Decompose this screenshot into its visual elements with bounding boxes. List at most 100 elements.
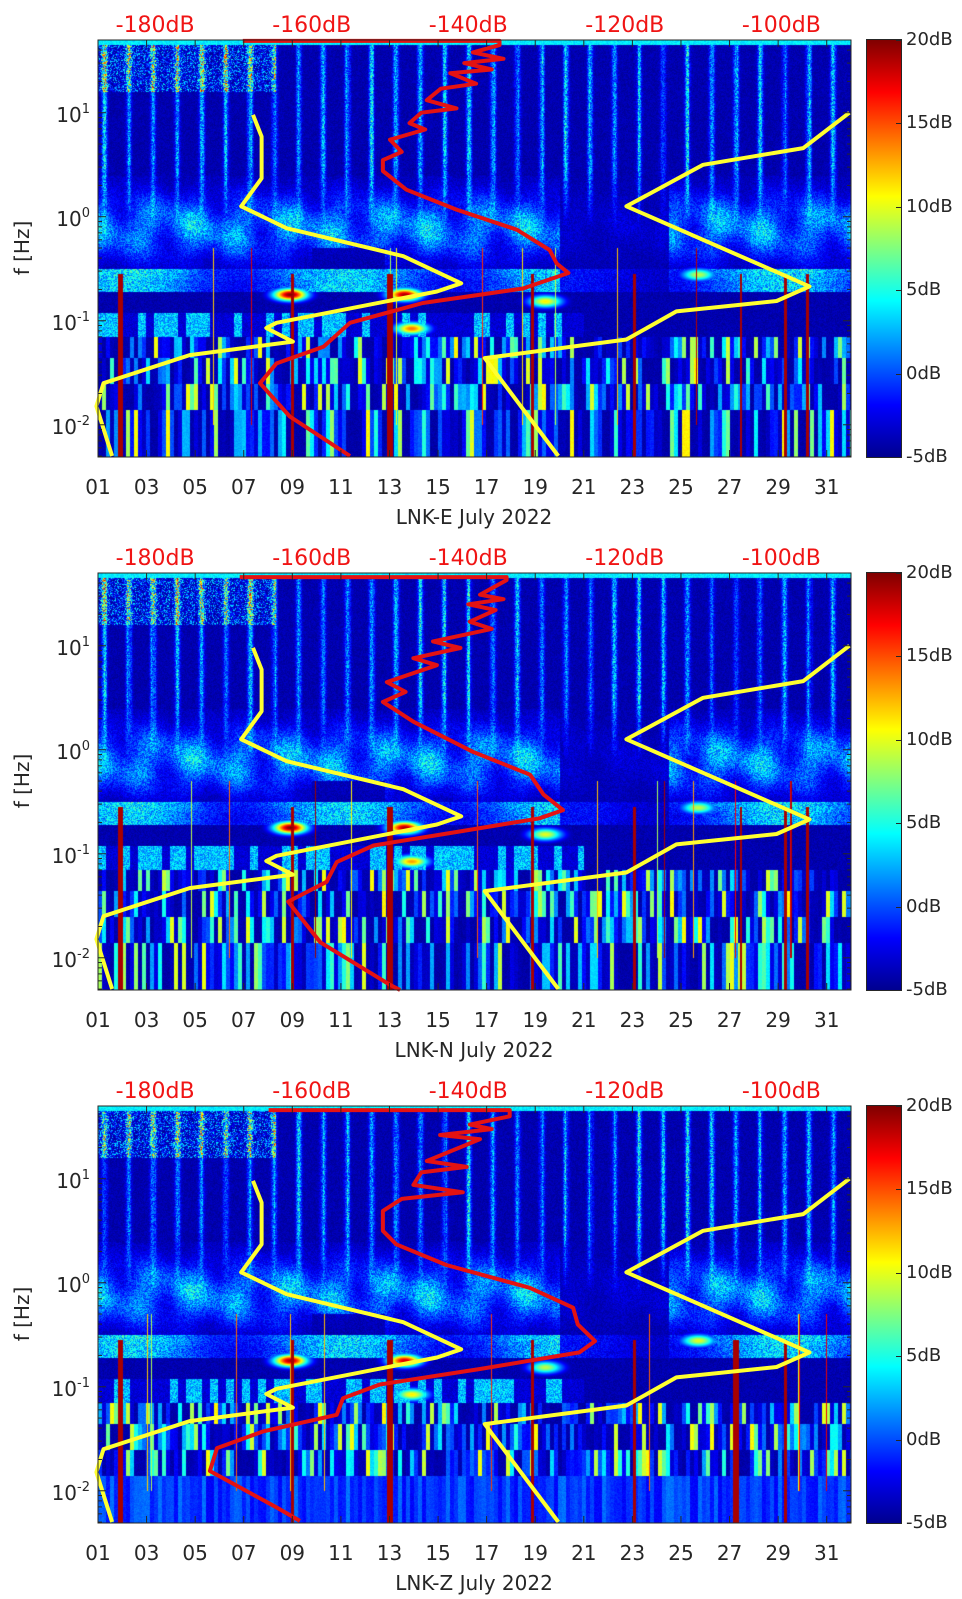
x-tick-label: 27 [716, 1008, 743, 1032]
x-tick-label: 11 [328, 1008, 354, 1032]
colorbar-tick [896, 823, 901, 825]
x-tick-label: 01 [85, 1541, 111, 1565]
colorbar-tick [896, 1523, 901, 1524]
x-tick-label: 31 [813, 1541, 840, 1565]
colorbar-label: -5dB [906, 979, 948, 1000]
colorbar-label: -5dB [906, 1512, 948, 1533]
y-tick-base: 10 [56, 102, 82, 127]
colorbar-tick [896, 1106, 901, 1107]
colorbar-tick [896, 40, 901, 41]
y-tick-base: 10 [51, 414, 78, 439]
x-tick-label: 19 [522, 1008, 548, 1032]
top-db-label: -100dB [741, 13, 821, 38]
y-tick-label: 10-2 [51, 1480, 90, 1505]
top-db-label: -100dB [741, 546, 821, 571]
top-db-label: -140dB [428, 546, 508, 571]
top-db-label: -160dB [272, 1079, 352, 1104]
plot-area [94, 38, 852, 458]
y-axis-label: f [Hz] [10, 753, 34, 809]
y-tick-exponent: 0 [81, 205, 90, 221]
colorbar-label: 10dB [906, 1261, 953, 1283]
y-tick-exponent: -2 [77, 413, 90, 429]
top-db-label: -180dB [115, 13, 195, 38]
top-db-label: -120dB [585, 1079, 665, 1104]
x-tick-label: 11 [328, 475, 354, 499]
x-tick-label: 13 [376, 1008, 403, 1032]
y-tick-label: 10-2 [51, 413, 90, 439]
colorbar-label: 5dB [906, 812, 942, 834]
x-tick-label: 23 [619, 475, 646, 499]
y-tick-label: 101 [56, 102, 90, 127]
top-db-label: -160dB [272, 546, 352, 571]
y-tick-exponent: -2 [77, 946, 90, 962]
colorbar-label: 20dB [906, 29, 953, 50]
x-tick-label: 19 [522, 1541, 548, 1565]
y-tick-base: 10 [51, 1480, 78, 1505]
y-tick-label: 10-1 [51, 310, 90, 335]
yellow-low-noise-model-curve [94, 647, 464, 990]
x-tick-label: 15 [425, 1008, 451, 1032]
colorbar-label: 0dB [906, 895, 942, 917]
y-tick-base: 10 [56, 739, 82, 764]
y-tick-base: 10 [51, 843, 78, 868]
y-tick-label: 10-2 [52, 946, 90, 970]
x-tick-label: 29 [765, 475, 791, 499]
x-tick-label: 13 [376, 475, 403, 499]
x-tick-label: 25 [668, 1541, 694, 1565]
y-tick-exponent: 0 [81, 1271, 90, 1287]
x-tick-label: 29 [765, 1541, 791, 1565]
x-tick-label: 11 [328, 1541, 354, 1565]
colorbar-tick [896, 1189, 901, 1191]
top-db-label: -100dB [741, 1079, 821, 1104]
x-tick-label: 07 [231, 475, 257, 499]
top-db-label: -140dB [428, 13, 508, 38]
y-tick-exponent: -1 [77, 842, 90, 858]
y-tick-label: 101 [56, 1168, 90, 1193]
x-tick-label: 13 [376, 1541, 403, 1565]
colorbar-tick [896, 906, 901, 908]
x-tick-label: 03 [133, 1008, 160, 1032]
colorbar-label: 0dB [906, 1428, 942, 1450]
colorbar-tick [896, 656, 901, 658]
x-tick-label: 09 [279, 475, 306, 499]
x-tick-label: 07 [231, 1541, 257, 1565]
x-tick-label: 21 [571, 1008, 597, 1032]
colorbar-tick [896, 457, 901, 458]
x-tick-label: 05 [182, 1008, 208, 1032]
colorbar-label: 20dB [906, 562, 953, 583]
curves-and-axes [94, 572, 852, 992]
x-tick-label: 09 [279, 1541, 306, 1565]
y-tick-exponent: -1 [77, 1375, 90, 1391]
x-tick-label: 21 [571, 475, 597, 499]
spectrogram-panel-n: f [Hz] LNK-N July 2022 01 03 05 07 09 11 13 15 1… [0, 533, 962, 1066]
x-tick-label: 05 [182, 475, 208, 499]
colorbar-tick [896, 290, 901, 292]
colorbar-label: 15dB [906, 112, 953, 134]
x-tick-label: 27 [716, 475, 743, 499]
x-tick-label: 21 [571, 1541, 597, 1565]
y-tick-label: 100 [56, 205, 90, 231]
axes-box [97, 39, 852, 458]
x-tick-label: 23 [619, 1008, 646, 1032]
x-tick-label: 03 [133, 1541, 160, 1565]
y-tick-label: 101 [56, 636, 90, 658]
x-axis-label: LNK-E July 2022 [395, 505, 553, 529]
x-tick-label: 17 [473, 475, 500, 499]
y-tick-base: 10 [56, 1168, 82, 1193]
colorbar-tick [896, 573, 901, 574]
x-tick-label: 19 [522, 475, 548, 499]
colorbar-tick [896, 123, 901, 125]
y-tick-base: 10 [56, 1272, 82, 1297]
y-tick-base: 10 [56, 206, 82, 231]
x-tick-label: 15 [425, 1541, 451, 1565]
x-tick-label: 25 [668, 1008, 694, 1032]
red-psd-curve [207, 1108, 597, 1523]
x-tick-label: 25 [668, 475, 694, 499]
y-axis-label: f [Hz] [10, 1286, 34, 1342]
x-tick-label: 03 [133, 475, 160, 499]
yellow-high-noise-model-curve [482, 111, 851, 458]
colorbar-tick [896, 1272, 901, 1274]
colorbar [867, 573, 901, 991]
colorbar-label: 15dB [906, 1178, 953, 1200]
y-tick-base: 10 [51, 310, 78, 335]
